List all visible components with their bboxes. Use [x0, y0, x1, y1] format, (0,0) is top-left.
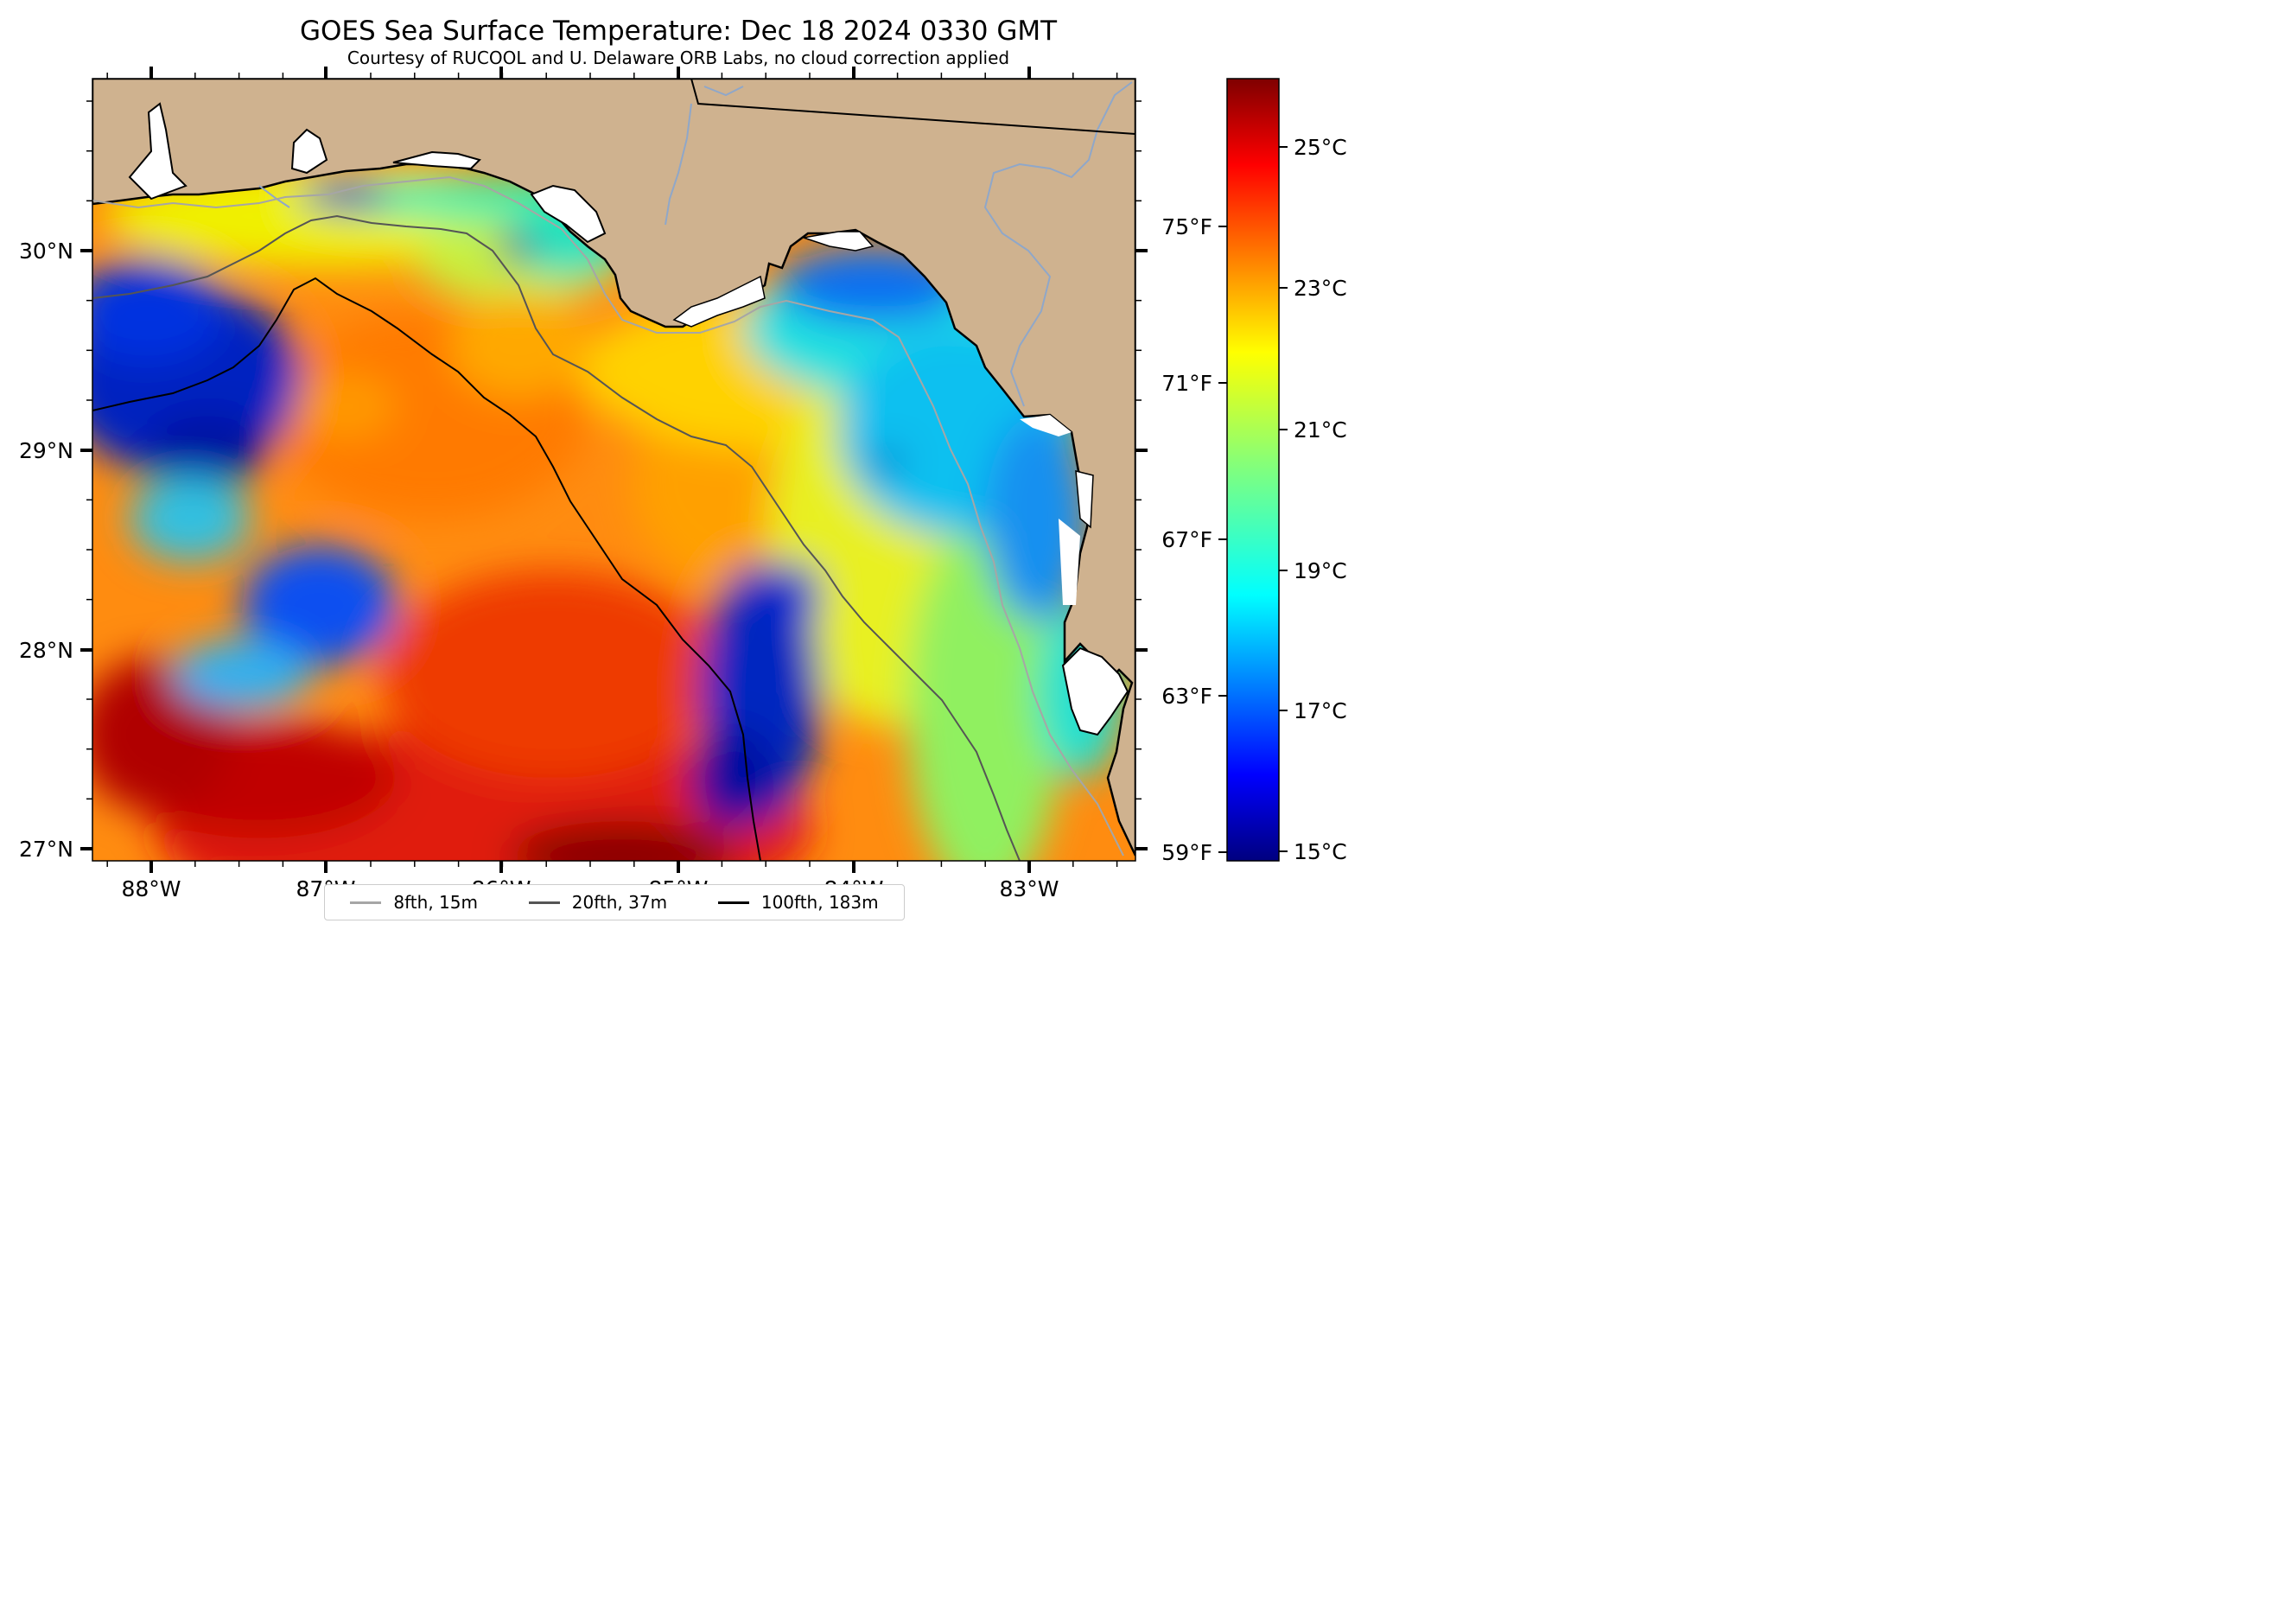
- contour-100fth: [92, 277, 761, 861]
- legend-item: 100fth, 183m: [717, 892, 879, 913]
- lat-tick-label: 27°N: [19, 837, 73, 862]
- map-subtitle: Courtesy of RUCOOL and U. Delaware ORB L…: [347, 48, 1010, 68]
- contour-8fth: [92, 175, 1124, 857]
- colorbar-fahrenheit-label: 71°F: [1161, 371, 1212, 396]
- contour-legend: 8fth, 15m 20fth, 37m 100fth, 183m: [324, 884, 905, 920]
- colorbar-fahrenheit-label: 63°F: [1161, 684, 1212, 709]
- legend-label: 20fth, 37m: [571, 892, 668, 913]
- colorbar-celsius-label: 15°C: [1294, 839, 1347, 864]
- map-frame: [92, 78, 1136, 862]
- map-title: GOES Sea Surface Temperature: Dec 18 202…: [299, 16, 1058, 47]
- colorbar: 25°C 23°C 21°C 19°C 17°C 15°C 75°F 71°F …: [1161, 78, 1347, 865]
- minor-ticks: [86, 73, 1142, 867]
- colorbar-fahrenheit-label: 59°F: [1161, 840, 1212, 865]
- legend-line-swatch: [717, 901, 749, 904]
- legend-line-swatch: [528, 901, 560, 904]
- lat-tick-label: 28°N: [19, 638, 73, 663]
- lat-labels: 30°N 29°N 28°N 27°N: [19, 239, 73, 862]
- legend-item: 20fth, 37m: [528, 892, 668, 913]
- lon-tick-label: 88°W: [121, 876, 181, 901]
- colorbar-celsius-label: 17°C: [1294, 698, 1347, 723]
- colorbar-fahrenheit-label: 67°F: [1161, 527, 1212, 552]
- state-border: [690, 79, 1135, 135]
- colorbar-celsius-label: 21°C: [1294, 417, 1347, 443]
- lon-tick-label: 83°W: [999, 876, 1059, 901]
- contour-20fth: [92, 214, 1021, 861]
- colorbar-fahrenheit-label: 75°F: [1161, 214, 1212, 239]
- map-area: [92, 79, 1135, 861]
- legend-label: 8fth, 15m: [393, 892, 478, 913]
- legend-line-swatch: [350, 901, 382, 904]
- lat-tick-label: 30°N: [19, 239, 73, 264]
- colorbar-celsius-label: 23°C: [1294, 276, 1347, 301]
- lat-tick-label: 29°N: [19, 438, 73, 463]
- colorbar-celsius-label: 25°C: [1294, 135, 1347, 160]
- land: [92, 79, 1135, 857]
- legend-item: 8fth, 15m: [350, 892, 478, 913]
- colorbar-celsius-label: 19°C: [1294, 558, 1347, 583]
- legend-label: 100fth, 183m: [760, 892, 879, 913]
- colorbar-gradient: [1226, 78, 1280, 862]
